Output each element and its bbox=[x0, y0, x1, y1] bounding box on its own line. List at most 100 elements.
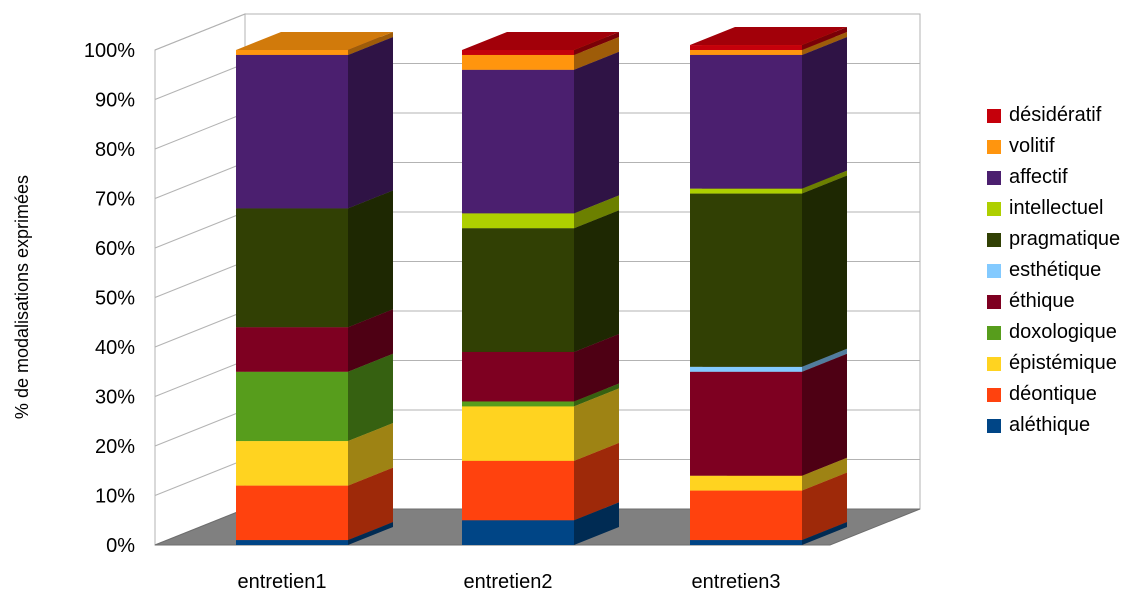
legend-label: affectif bbox=[1009, 166, 1068, 188]
y-tick-label: 0% bbox=[106, 535, 135, 557]
legend-swatch bbox=[987, 108, 1001, 123]
bar-stack-entretien1: entretien1 bbox=[236, 32, 393, 592]
gridline bbox=[154, 13, 246, 51]
bar-front bbox=[236, 540, 348, 545]
bar-segment-éthique bbox=[690, 353, 847, 476]
y-tick-label: 50% bbox=[95, 288, 135, 310]
bar-front bbox=[236, 371, 348, 442]
bar-segment-pragmatique bbox=[462, 210, 619, 352]
gridline bbox=[154, 310, 246, 348]
gridline bbox=[154, 409, 246, 447]
bar-top bbox=[690, 27, 847, 46]
legend-label: esthétique bbox=[1009, 259, 1102, 281]
gridline bbox=[154, 211, 246, 249]
bar-front bbox=[690, 366, 802, 372]
bar-front bbox=[462, 228, 574, 352]
y-tick-label: 20% bbox=[95, 436, 135, 458]
bar-segment-volitif bbox=[236, 32, 393, 55]
bar-segment-désidératif bbox=[462, 32, 619, 55]
legend-item: déontique bbox=[987, 379, 1139, 410]
legend-label: désidératif bbox=[1009, 104, 1102, 126]
bar-segment-affectif bbox=[690, 36, 847, 189]
bar-front bbox=[462, 213, 574, 229]
bar-stack-entretien3: entretien3 bbox=[690, 27, 847, 592]
legend-swatch bbox=[987, 294, 1001, 309]
legend-swatch bbox=[987, 232, 1001, 247]
bar-side bbox=[348, 309, 393, 372]
legend-swatch bbox=[987, 356, 1001, 371]
bar-front bbox=[462, 520, 574, 545]
bar-front bbox=[690, 50, 802, 55]
bar-side bbox=[802, 32, 847, 55]
bar-side bbox=[802, 170, 847, 194]
bar-front bbox=[462, 406, 574, 461]
bar-segment-affectif bbox=[462, 51, 619, 214]
gridline bbox=[154, 63, 246, 100]
bar-side bbox=[802, 348, 847, 372]
bar-side bbox=[574, 333, 619, 402]
y-axis-label: % de modalisations exprimées bbox=[12, 175, 32, 419]
bar-front bbox=[236, 441, 348, 486]
bar-side bbox=[348, 353, 393, 442]
y-tick-label: 40% bbox=[95, 337, 135, 359]
y-tick-label: 90% bbox=[95, 90, 135, 112]
bar-side bbox=[802, 457, 847, 491]
y-tick-label: 10% bbox=[95, 486, 135, 508]
bar-front bbox=[690, 475, 802, 491]
bar-side bbox=[574, 36, 619, 70]
bar-segment-désidératif bbox=[690, 27, 847, 50]
bar-front bbox=[236, 50, 348, 55]
bar-side bbox=[802, 36, 847, 189]
bar-side bbox=[574, 32, 619, 55]
bar-side bbox=[348, 36, 393, 209]
bar-side bbox=[802, 472, 847, 541]
gridline bbox=[154, 459, 246, 496]
bar-front bbox=[690, 45, 802, 50]
bar-front bbox=[690, 490, 802, 541]
legend-label: aléthique bbox=[1009, 414, 1091, 436]
x-tick-label: entretien3 bbox=[692, 571, 781, 592]
legend-swatch bbox=[987, 139, 1001, 154]
bar-side bbox=[574, 210, 619, 352]
bar-side bbox=[348, 467, 393, 541]
bars: entretien1 entretien2 entretien3 bbox=[236, 27, 847, 592]
bar-front bbox=[462, 50, 574, 55]
bar-front bbox=[462, 460, 574, 521]
bar-side bbox=[574, 383, 619, 407]
gridline bbox=[154, 162, 246, 199]
legend-item: éthique bbox=[987, 286, 1139, 317]
legend-label: doxologique bbox=[1009, 321, 1117, 343]
legend-item: volitif bbox=[987, 131, 1139, 162]
bar-front bbox=[690, 371, 802, 476]
bar-front bbox=[236, 485, 348, 541]
bar-top bbox=[236, 32, 393, 50]
bar-side bbox=[348, 423, 393, 486]
y-tick-label: 60% bbox=[95, 238, 135, 260]
x-tick-label: entretien1 bbox=[238, 571, 327, 592]
legend-swatch bbox=[987, 418, 1001, 433]
y-tick-label: 80% bbox=[95, 139, 135, 161]
y-tick-label: 70% bbox=[95, 189, 135, 211]
bar-side bbox=[802, 522, 847, 545]
legend-label: intellectuel bbox=[1009, 197, 1104, 219]
bar-front bbox=[462, 401, 574, 407]
bar-segment-pragmatique bbox=[236, 190, 393, 328]
legend-item: aléthique bbox=[987, 410, 1139, 441]
bar-side bbox=[574, 51, 619, 214]
legend-item: esthétique bbox=[987, 255, 1139, 286]
bar-side bbox=[574, 442, 619, 521]
bar-side bbox=[574, 388, 619, 461]
bar-front bbox=[462, 351, 574, 402]
y-tick-label: 100% bbox=[84, 40, 135, 62]
bar-side bbox=[574, 502, 619, 545]
legend-item: affectif bbox=[987, 162, 1139, 193]
bar-front bbox=[236, 327, 348, 372]
bar-front bbox=[236, 208, 348, 328]
legend-label: déontique bbox=[1009, 383, 1097, 405]
legend-item: désidératif bbox=[987, 100, 1139, 131]
bar-front bbox=[690, 188, 802, 194]
legend-item: doxologique bbox=[987, 317, 1139, 348]
gridline bbox=[154, 112, 246, 150]
bar-side bbox=[802, 175, 847, 367]
